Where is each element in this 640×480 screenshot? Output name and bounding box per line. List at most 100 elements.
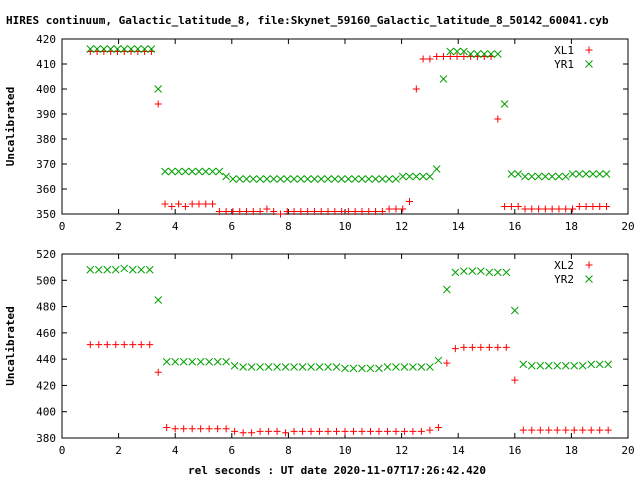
data-point: [290, 208, 298, 215]
data-point: [487, 50, 495, 58]
data-point: [536, 426, 544, 434]
data-point: [578, 361, 587, 370]
data-point: [248, 429, 256, 437]
data-point: [196, 357, 205, 366]
data-point: [582, 170, 590, 178]
data-point: [383, 363, 392, 371]
data-point: [230, 361, 239, 370]
data-point: [111, 265, 120, 274]
data-point: [548, 205, 556, 213]
data-point: [113, 45, 122, 53]
data-point: [331, 208, 339, 215]
x-tick-label: 0: [59, 220, 66, 233]
data-point: [575, 203, 583, 210]
data-point: [315, 363, 324, 371]
x-tick-label: 2: [115, 220, 122, 233]
data-point: [417, 363, 426, 371]
y-tick-label: 390: [36, 108, 56, 121]
data-point: [215, 208, 223, 215]
data-point: [460, 53, 468, 60]
data-point: [282, 429, 290, 437]
data-point: [514, 170, 523, 178]
x-tick-label: 10: [338, 444, 351, 457]
data-point: [247, 363, 256, 371]
x-tick-label: 14: [452, 220, 466, 233]
data-point: [93, 45, 101, 53]
data-point: [514, 203, 522, 210]
data-point: [412, 85, 420, 93]
data-point: [145, 265, 154, 274]
data-point: [298, 363, 307, 371]
data-point: [400, 427, 408, 435]
data-point: [256, 208, 264, 215]
data-point: [476, 267, 485, 275]
data-point: [349, 364, 358, 373]
data-point: [344, 208, 352, 215]
data-point: [205, 357, 214, 366]
data-point: [541, 205, 549, 213]
data-point: [507, 203, 515, 210]
y-tick-label: 420: [36, 33, 56, 46]
data-point: [243, 208, 251, 215]
data-point: [392, 175, 400, 183]
data-point: [324, 175, 332, 183]
x-tick-label: 20: [621, 220, 634, 233]
data-point: [375, 427, 383, 435]
data-point: [433, 53, 441, 60]
x-tick-label: 16: [508, 220, 521, 233]
data-point: [555, 205, 563, 213]
data-point: [179, 357, 188, 366]
y-tick-label: 400: [36, 83, 56, 96]
data-point: [270, 208, 278, 215]
data-point: [263, 205, 271, 213]
data-point: [485, 343, 493, 351]
data-point: [366, 364, 375, 373]
data-point: [197, 425, 205, 433]
data-point: [480, 50, 489, 58]
data-point: [137, 341, 145, 349]
data-point: [417, 427, 425, 435]
data-point: [569, 205, 577, 213]
data-point: [596, 203, 604, 210]
data-point: [86, 341, 94, 349]
x-tick-label: 18: [565, 444, 578, 457]
data-point: [229, 208, 237, 215]
x-tick-label: 8: [285, 220, 292, 233]
chart-panel-1: 0 2 4 6 8 10 12 14 16 18 20 350 360 370 380 390 400 410 42…: [4, 33, 635, 233]
data-point: [168, 203, 176, 210]
data-point: [269, 175, 278, 183]
data-point: [485, 268, 494, 277]
data-point: [501, 203, 509, 210]
data-point: [231, 427, 239, 435]
data-point: [519, 426, 527, 434]
data-point: [174, 167, 183, 176]
data-point: [398, 172, 407, 181]
data-point: [171, 357, 180, 366]
data-point: [419, 172, 427, 181]
data-point: [378, 208, 386, 215]
data-point: [307, 427, 315, 435]
data-point: [175, 200, 183, 208]
data-point: [249, 208, 257, 215]
data-point: [385, 175, 394, 183]
data-point: [473, 50, 482, 58]
data-point: [146, 341, 154, 349]
x-tick-label: 4: [172, 220, 179, 233]
data-point: [133, 45, 142, 53]
data-point: [439, 75, 448, 83]
data-point: [364, 175, 373, 183]
data-point: [351, 208, 359, 215]
data-point: [412, 172, 421, 181]
data-point: [602, 203, 610, 210]
data-point: [281, 363, 290, 371]
data-point: [400, 363, 409, 371]
data-point: [528, 426, 536, 434]
data-point: [202, 200, 210, 208]
data-point: [307, 363, 315, 371]
data-point: [493, 50, 502, 58]
data-point: [385, 205, 393, 213]
data-point: [154, 296, 163, 304]
plot-frame: [61, 253, 629, 439]
data-point: [589, 203, 597, 210]
series-yr1: [86, 45, 611, 183]
